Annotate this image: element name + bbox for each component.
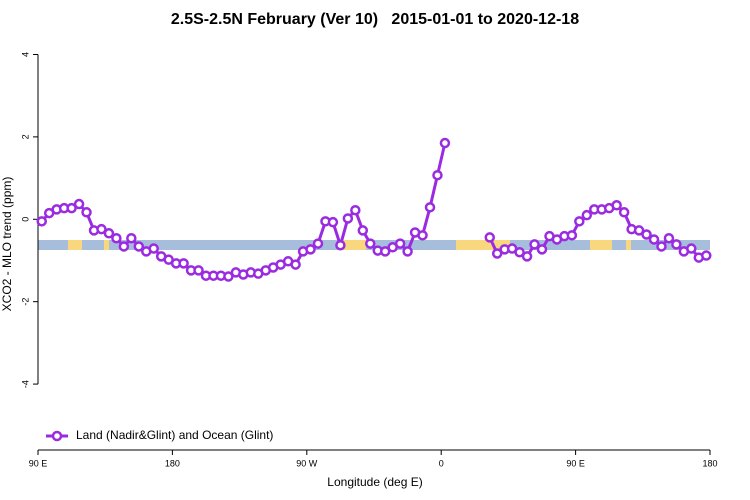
x-tick-label: 180 (165, 458, 180, 468)
data-point (432, 169, 443, 181)
data-point (529, 239, 540, 250)
data-point (491, 248, 503, 259)
data-point (96, 223, 107, 235)
y-tick-label: 4 (20, 52, 30, 57)
data-point (357, 225, 369, 236)
x-tick-label: 90 E (566, 458, 585, 468)
data-point (365, 238, 376, 249)
legend-marker (51, 430, 63, 442)
data-point (656, 241, 667, 252)
data-point (671, 239, 682, 250)
data-point (424, 202, 436, 213)
data-point (379, 246, 391, 257)
data-point (574, 216, 585, 227)
data-point (701, 250, 712, 261)
data-point (148, 243, 159, 254)
data-point (514, 246, 525, 258)
data-point (36, 216, 47, 227)
data-point (312, 238, 324, 249)
data-point (686, 243, 697, 254)
y-axis-label: XCO2 - MLO trend (ppm) (0, 177, 14, 312)
data-point (111, 232, 122, 244)
data-point (566, 230, 578, 241)
data-point (402, 246, 413, 257)
data-point (290, 259, 301, 270)
legend-label: Land (Nadir&Glint) and Ocean (Glint) (76, 428, 273, 442)
data-point (618, 207, 630, 218)
data-point (439, 137, 451, 149)
data-point (327, 216, 339, 228)
data-point (305, 244, 316, 255)
data-point (126, 232, 137, 244)
chart-title: 2.5S-2.5N February (Ver 10) 2015-01-01 t… (171, 11, 579, 28)
x-tick-label: 90 W (296, 458, 318, 468)
data-point (581, 209, 593, 221)
data-point (335, 239, 346, 251)
data-point (223, 271, 234, 282)
data-point (350, 204, 361, 216)
data-point (66, 202, 77, 214)
y-tick-label: -4 (20, 380, 30, 388)
y-tick-label: -2 (20, 298, 30, 306)
data-point (73, 198, 85, 210)
data-point (103, 228, 115, 239)
data-point (118, 241, 130, 252)
x-tick-label: 90 E (29, 458, 48, 468)
x-axis-label: Longitude (deg E) (327, 475, 422, 489)
data-point (663, 232, 675, 244)
data-point (521, 251, 533, 262)
data-point (342, 213, 354, 224)
data-point (193, 265, 204, 276)
data-point (536, 244, 548, 255)
data-point (641, 229, 652, 240)
y-tick-label: 0 (20, 217, 30, 222)
data-point (648, 234, 660, 245)
data-point (484, 232, 495, 243)
data-point (178, 258, 189, 269)
data-point (417, 230, 428, 241)
data-point (133, 241, 145, 252)
x-tick-label: 180 (702, 458, 717, 468)
x-tick-label: 0 (439, 458, 444, 468)
y-tick-label: 2 (20, 134, 30, 139)
data-point (81, 207, 92, 218)
data-point (394, 238, 406, 249)
data-point (633, 225, 645, 236)
data-point (611, 200, 622, 211)
land-patches (68, 240, 631, 250)
